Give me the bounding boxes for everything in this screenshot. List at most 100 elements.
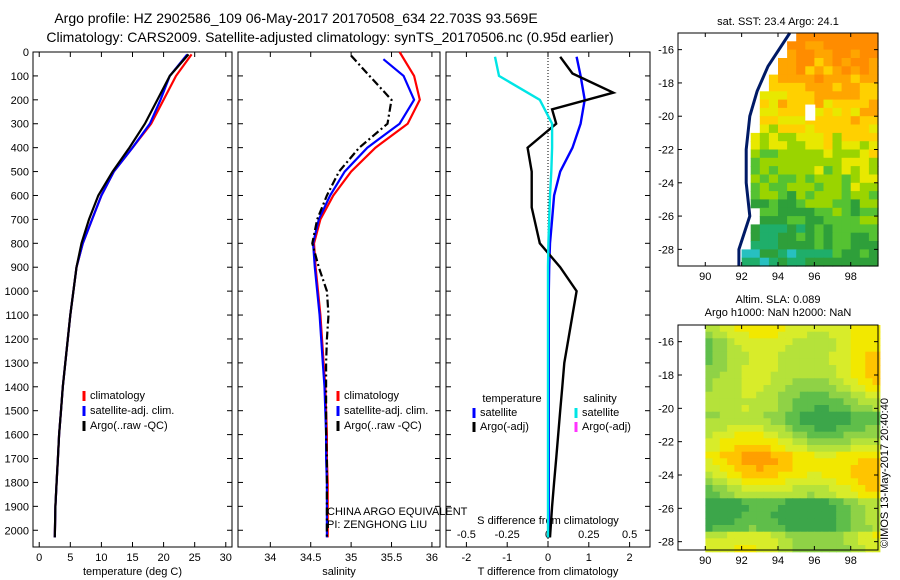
sla-cell [727, 525, 735, 533]
sla-cell [821, 505, 830, 513]
sla-cell [799, 411, 808, 419]
sla-cell [821, 378, 830, 386]
sla-cell [727, 385, 735, 393]
sla-cell [792, 485, 801, 493]
x-tick-label: 10 [95, 552, 107, 564]
sla-cell [836, 498, 845, 506]
sla-cell [858, 445, 866, 453]
sla-cell [719, 398, 728, 406]
sla-cell [814, 518, 823, 526]
sla-cell [705, 405, 714, 413]
sla-cell [836, 418, 845, 426]
sla-cell [850, 458, 859, 466]
x-tick-label: 92 [736, 555, 748, 567]
sla-cell [807, 358, 815, 366]
sla-cell [865, 378, 874, 386]
sla-cell [770, 418, 779, 426]
sla-cell [705, 531, 714, 539]
sst-cell [778, 91, 788, 101]
sla-cell [719, 418, 728, 426]
sla-cell [858, 511, 866, 519]
sla-cell [807, 471, 815, 479]
sla-cell [748, 511, 757, 519]
sst-cell [823, 257, 834, 267]
sst-cell [868, 124, 879, 134]
sla-cell [734, 431, 743, 439]
sst-cell [868, 74, 879, 84]
sla-cell [850, 371, 859, 379]
sla-cell [748, 518, 757, 526]
sst-cell [832, 174, 843, 184]
sst-cell [805, 241, 815, 250]
y-tick-label: 1700 [5, 454, 29, 466]
sla-cell [756, 411, 765, 419]
sla-cell [858, 458, 866, 466]
sla-cell [807, 451, 815, 459]
sla-cell [792, 371, 801, 379]
sst-cell [850, 257, 861, 267]
sla-cell [778, 418, 786, 426]
sst-cell [850, 174, 861, 184]
sla-cell [814, 405, 823, 413]
sst-cell [859, 191, 870, 200]
sla-cell [814, 418, 823, 426]
sla-cell [850, 485, 859, 493]
sst-cell [832, 232, 843, 242]
sla-cell [763, 525, 772, 533]
sla-cell [814, 458, 823, 466]
sla-cell [705, 385, 714, 393]
sst-cell [787, 82, 797, 92]
sla-cell [756, 431, 765, 439]
sla-cell [778, 445, 786, 453]
x-tick-label: -1 [502, 552, 512, 564]
sla-cell [785, 538, 794, 546]
sst-cell [805, 216, 815, 225]
sla-cell [719, 465, 728, 473]
y-tick-label: -20 [658, 111, 674, 123]
sst-cell [759, 207, 770, 217]
sla-cell [792, 365, 801, 373]
sst-cell [841, 257, 852, 267]
sla-cell [712, 358, 721, 366]
sst-cell [768, 157, 779, 167]
sst-cell [814, 116, 825, 126]
sla-cell [872, 518, 881, 526]
sla-cell [712, 478, 721, 486]
sla-cell [778, 425, 786, 433]
sla-cell [741, 538, 750, 546]
sla-cell [712, 431, 721, 439]
sla-cell [799, 331, 808, 339]
sla-cell [872, 398, 881, 406]
sla-cell [799, 378, 808, 386]
sla-cell [828, 458, 837, 466]
sla-cell [741, 445, 750, 453]
sla-cell [748, 411, 757, 419]
sst-cell [759, 191, 770, 200]
sla-cell [719, 498, 728, 506]
sla-cell [828, 505, 837, 513]
sla-cell [756, 391, 765, 399]
sla-cell [705, 365, 714, 373]
legend-label: satellite-adj. clim. [344, 405, 428, 417]
sla-cell [872, 545, 881, 553]
sla-cell [807, 465, 815, 473]
sst-cell [841, 182, 852, 192]
sla-cell [814, 358, 823, 366]
sst-cell [759, 91, 770, 101]
sla-cell [865, 418, 874, 426]
sla-cell [756, 518, 765, 526]
sst-cell [832, 91, 843, 101]
sla-cell [843, 465, 852, 473]
sla-cell [763, 511, 772, 519]
s-tick-label: 0.25 [578, 529, 599, 541]
sla-cell [763, 538, 772, 546]
sla-cell [734, 378, 743, 386]
sst-cell [805, 91, 815, 101]
sla-cell [756, 505, 765, 513]
sla-cell [756, 438, 765, 446]
sla-cell [858, 505, 866, 513]
sst-cell [814, 224, 825, 234]
sst-cell [787, 124, 797, 134]
sst-cell [832, 141, 843, 151]
sla-cell [741, 451, 750, 459]
